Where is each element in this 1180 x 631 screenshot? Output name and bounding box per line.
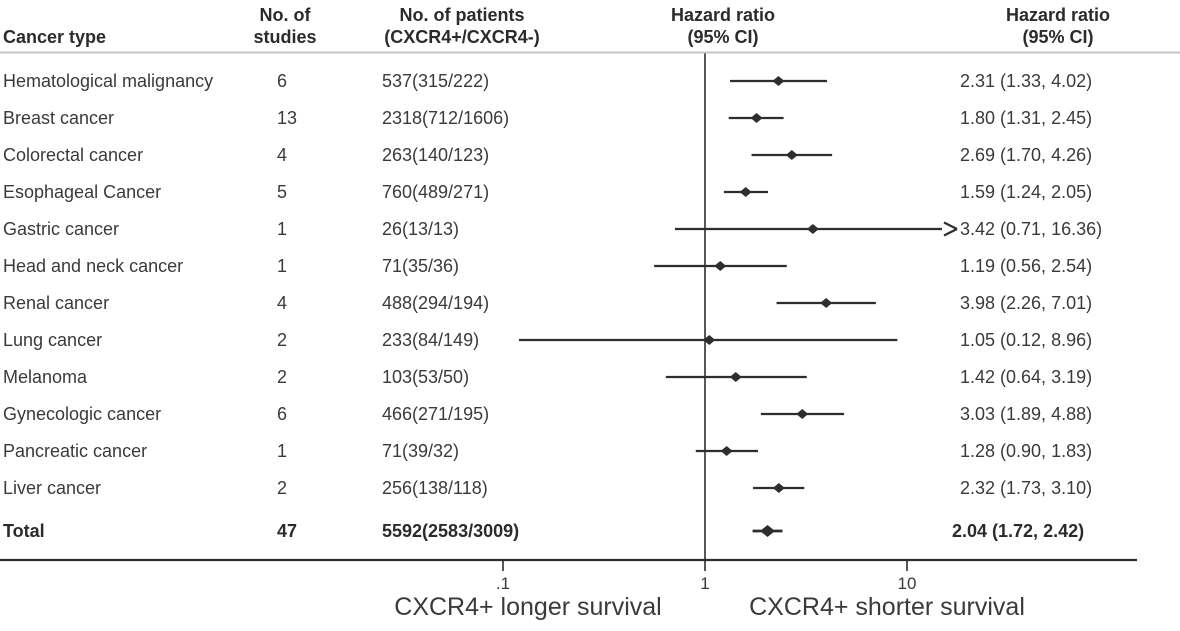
row-hazard-ratio: 3.42 (0.71, 16.36) [960, 219, 1103, 239]
row-patient-count: 537(315/222) [382, 71, 490, 91]
row-patient-count: 103(53/50) [382, 367, 470, 387]
axis-tick-label: 1 [700, 574, 709, 593]
point-estimate-marker [720, 446, 733, 456]
total-estimate-marker [760, 525, 776, 537]
column-header-hr-line2: (95% CI) [1022, 27, 1094, 47]
row-patient-count: 71(39/32) [382, 441, 460, 461]
row-study-count: 6 [277, 71, 288, 91]
row-cancer-type: Hematological malignancy [3, 71, 214, 91]
row-hazard-ratio: 3.98 (2.26, 7.01) [960, 293, 1093, 313]
column-header-plot-hr-line2: (95% CI) [687, 27, 759, 47]
row-study-count: 4 [277, 145, 288, 165]
column-header-hr-line1: Hazard ratio [1005, 5, 1111, 25]
row-patient-count: 2318(712/1606) [382, 108, 510, 128]
row-cancer-type: Gynecologic cancer [3, 404, 162, 424]
point-estimate-marker [750, 113, 763, 123]
row-cancer-type: Esophageal Cancer [3, 182, 162, 202]
axis-label-shorter-survival: CXCR4+ shorter survival [749, 593, 1025, 621]
row-hazard-ratio: 2.04 (1.72, 2.42) [952, 521, 1085, 541]
column-header-hazard-ratio-text: Hazard ratio (95% CI) [958, 4, 1158, 48]
row-hazard-ratio: 3.03 (1.89, 4.88) [960, 404, 1093, 424]
row-cancer-type: Gastric cancer [3, 219, 120, 239]
point-estimate-marker [772, 483, 785, 493]
row-study-count: 2 [277, 367, 288, 387]
column-header-patients-line1: No. of patients [399, 5, 525, 25]
row-cancer-type: Head and neck cancer [3, 256, 184, 276]
row-study-count: 2 [277, 330, 288, 350]
row-patient-count: 233(84/149) [382, 330, 480, 350]
row-study-count: 1 [277, 219, 288, 239]
row-study-count: 4 [277, 293, 288, 313]
row-study-count: 1 [277, 441, 288, 461]
column-header-cancer-type: Cancer type [3, 27, 107, 47]
row-patient-count: 488(294/194) [382, 293, 490, 313]
row-study-count: 2 [277, 478, 288, 498]
point-estimate-marker [729, 372, 742, 382]
axis-tick-label: 10 [898, 574, 917, 593]
row-study-count: 1 [277, 256, 288, 276]
row-hazard-ratio: 2.69 (1.70, 4.26) [960, 145, 1093, 165]
column-header-studies: No. of studies [225, 4, 345, 48]
row-hazard-ratio: 1.80 (1.31, 2.45) [960, 108, 1093, 128]
column-header-studies-line2: studies [253, 27, 317, 47]
column-header-plot-hazard-ratio: Hazard ratio (95% CI) [623, 4, 823, 48]
row-study-count: 13 [277, 108, 298, 128]
row-hazard-ratio: 1.28 (0.90, 1.83) [960, 441, 1093, 461]
point-estimate-marker [796, 409, 809, 419]
point-estimate-marker [820, 298, 833, 308]
row-cancer-type: Melanoma [3, 367, 88, 387]
row-patient-count: 5592(2583/3009) [382, 521, 520, 541]
point-estimate-marker [703, 335, 716, 345]
row-patient-count: 466(271/195) [382, 404, 490, 424]
row-hazard-ratio: 2.31 (1.33, 4.02) [960, 71, 1093, 91]
row-hazard-ratio: 1.05 (0.12, 8.96) [960, 330, 1093, 350]
column-header-patients-line2: (CXCR4+/CXCR4-) [384, 27, 540, 47]
row-study-count: 47 [277, 521, 298, 541]
point-estimate-marker [739, 187, 752, 197]
row-hazard-ratio: 1.19 (0.56, 2.54) [960, 256, 1093, 276]
row-hazard-ratio: 2.32 (1.73, 3.10) [960, 478, 1093, 498]
row-cancer-type: Liver cancer [3, 478, 102, 498]
row-cancer-type: Pancreatic cancer [3, 441, 148, 461]
point-estimate-marker [785, 150, 798, 160]
row-patient-count: 71(35/36) [382, 256, 460, 276]
row-patient-count: 263(140/123) [382, 145, 490, 165]
row-cancer-type: Breast cancer [3, 108, 115, 128]
row-hazard-ratio: 1.59 (1.24, 2.05) [960, 182, 1093, 202]
point-estimate-marker [806, 224, 819, 234]
column-header-studies-line1: No. of [259, 5, 311, 25]
row-patient-count: 256(138/118) [382, 478, 488, 498]
row-hazard-ratio: 1.42 (0.64, 3.19) [960, 367, 1093, 387]
point-estimate-marker [772, 76, 785, 86]
axis-label-longer-survival: CXCR4+ longer survival [394, 593, 662, 621]
axis-tick-label: .1 [496, 574, 510, 593]
row-cancer-type: Renal cancer [3, 293, 110, 313]
ci-arrow-lower-stroke [943, 228, 958, 237]
row-cancer-type: Lung cancer [3, 330, 103, 350]
row-study-count: 5 [277, 182, 288, 202]
column-header-patients: No. of patients (CXCR4+/CXCR4-) [342, 4, 582, 48]
ci-arrow-upper-stroke [943, 221, 958, 230]
row-cancer-type: Total [3, 521, 45, 541]
column-header-plot-hr-line1: Hazard ratio [670, 5, 776, 25]
row-patient-count: 760(489/271) [382, 182, 490, 202]
point-estimate-marker [714, 261, 727, 271]
row-patient-count: 26(13/13) [382, 219, 460, 239]
row-cancer-type: Colorectal cancer [3, 145, 144, 165]
row-study-count: 6 [277, 404, 288, 424]
